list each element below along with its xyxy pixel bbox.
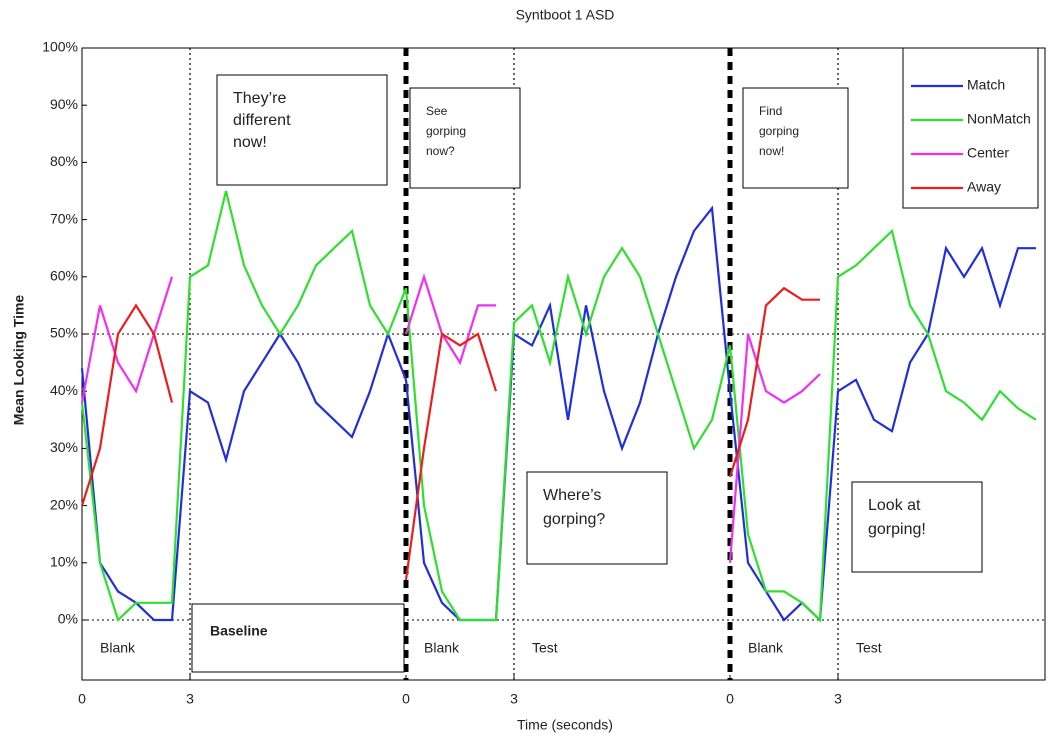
x-tick-label: 0 bbox=[78, 691, 86, 707]
segment-label: Baseline bbox=[210, 623, 268, 639]
y-tick-label: 80% bbox=[50, 153, 78, 169]
annotation-box bbox=[409, 87, 521, 189]
annotation-text: now! bbox=[759, 144, 784, 158]
annotation-text: different bbox=[233, 112, 291, 129]
y-tick-label: 10% bbox=[50, 554, 78, 570]
x-tick-label: 0 bbox=[402, 691, 410, 707]
data-line bbox=[80, 190, 1037, 623]
annotation-box bbox=[851, 481, 983, 573]
x-tick-label: 0 bbox=[726, 691, 734, 707]
annotation-text: They’re bbox=[233, 90, 286, 107]
segment-box bbox=[191, 603, 405, 673]
annotation-box bbox=[216, 74, 388, 186]
annotation-text: Where’s bbox=[543, 487, 601, 504]
y-tick-label: 90% bbox=[50, 96, 78, 112]
annotation-text: gorping? bbox=[543, 511, 605, 528]
annotation-text: gorping! bbox=[868, 521, 926, 538]
legend-label: Center bbox=[967, 145, 1009, 161]
legend-label: NonMatch bbox=[967, 111, 1031, 127]
annotation-text: Find bbox=[759, 104, 782, 118]
legend-label: Match bbox=[967, 77, 1005, 93]
y-tick-label: 30% bbox=[50, 439, 78, 455]
annotation-text: gorping bbox=[759, 124, 799, 138]
y-tick-label: 20% bbox=[50, 496, 78, 512]
segment-label: Blank bbox=[424, 640, 460, 656]
data-line bbox=[80, 273, 821, 563]
y-tick-label: 50% bbox=[50, 325, 78, 341]
legend-label: Away bbox=[967, 179, 1001, 195]
annotation-text: Look at bbox=[868, 497, 921, 514]
x-tick-label: 3 bbox=[186, 691, 194, 707]
y-tick-label: 60% bbox=[50, 268, 78, 284]
annotation-box bbox=[742, 87, 849, 189]
y-axis-label: Mean Looking Time bbox=[11, 295, 27, 426]
annotation-text: See bbox=[426, 104, 448, 118]
annotation-box bbox=[526, 471, 668, 565]
y-tick-label: 0% bbox=[58, 611, 78, 627]
annotation-text: gorping bbox=[426, 124, 466, 138]
y-tick-label: 70% bbox=[50, 210, 78, 226]
annotation-text: now? bbox=[426, 144, 455, 158]
x-tick-label: 3 bbox=[834, 691, 842, 707]
segment-label: Blank bbox=[748, 640, 784, 656]
segment-label: Blank bbox=[100, 640, 136, 656]
x-axis-label: Time (seconds) bbox=[517, 717, 613, 733]
y-tick-label: 100% bbox=[42, 39, 78, 55]
data-line bbox=[80, 286, 820, 581]
segment-label: Test bbox=[532, 640, 558, 656]
y-tick-label: 40% bbox=[50, 382, 78, 398]
data-line bbox=[80, 205, 1036, 623]
chart-title: Syntboot 1 ASD bbox=[516, 7, 615, 23]
annotation-text: now! bbox=[233, 134, 267, 151]
x-tick-label: 3 bbox=[510, 691, 518, 707]
segment-label: Test bbox=[856, 640, 882, 656]
legend-box bbox=[902, 47, 1039, 209]
